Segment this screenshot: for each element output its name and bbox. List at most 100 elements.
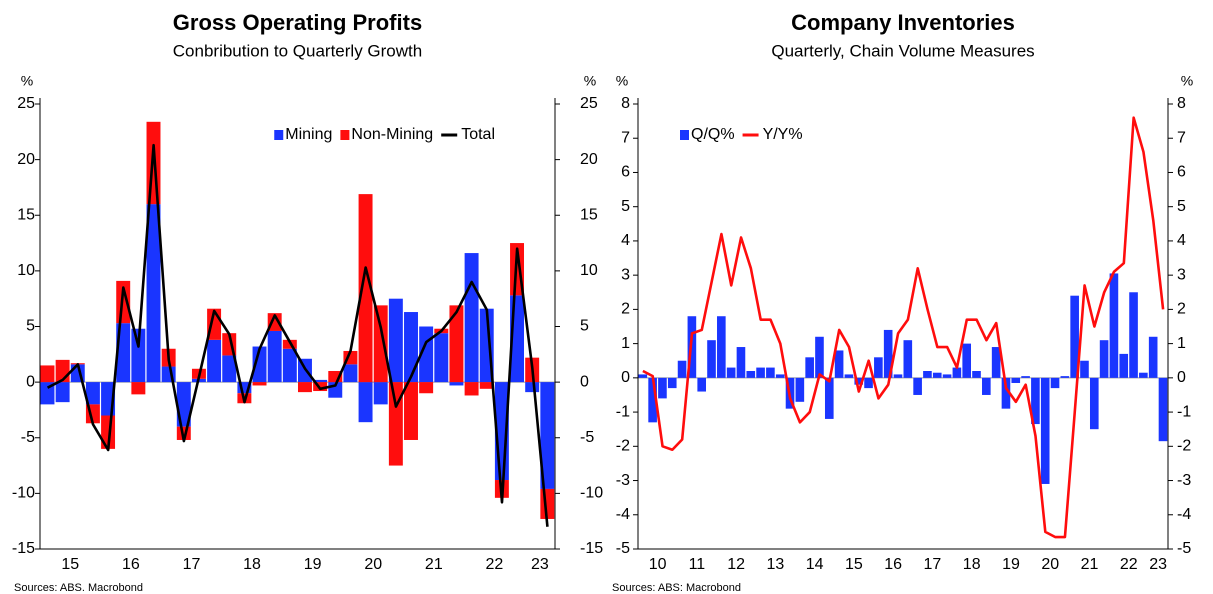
x-tick-label: 17 xyxy=(183,556,201,573)
bar xyxy=(1099,340,1109,378)
x-tick-label: 17 xyxy=(924,556,942,573)
x-tick-label: 10 xyxy=(649,556,667,573)
bar xyxy=(85,382,100,405)
x-tick-label: 16 xyxy=(122,556,140,573)
bar xyxy=(815,336,824,378)
bar xyxy=(388,382,403,466)
bar xyxy=(805,357,814,378)
bar xyxy=(1040,377,1050,484)
y2-axis-label: % xyxy=(584,73,596,89)
bar xyxy=(1050,377,1060,389)
bar xyxy=(40,365,55,383)
y2-tick-label: 7 xyxy=(1177,129,1186,146)
x-tick-label: 19 xyxy=(1002,556,1020,573)
bar xyxy=(1080,360,1089,378)
bar xyxy=(525,382,540,393)
legend-label: Y/Y% xyxy=(763,126,803,143)
y2-tick-label: 0 xyxy=(580,373,589,390)
y-tick-label: -2 xyxy=(616,438,630,455)
bar xyxy=(952,367,962,378)
x-tick-label: 21 xyxy=(425,556,443,573)
y2-tick-label: 25 xyxy=(580,95,598,112)
bar xyxy=(824,377,834,419)
y2-tick-label: -3 xyxy=(1177,472,1191,489)
chart-title: Company Inventories xyxy=(791,10,1015,35)
y-tick-label: -4 xyxy=(616,506,630,523)
x-tick-label: 23 xyxy=(1149,556,1167,573)
bar xyxy=(991,347,1001,378)
bar xyxy=(717,316,726,378)
chart-title: Gross Operating Profits xyxy=(173,10,422,35)
y2-tick-label: 15 xyxy=(580,206,598,223)
x-tick-label: 11 xyxy=(689,556,706,573)
y-tick-label: 8 xyxy=(621,95,630,112)
bar xyxy=(298,382,312,393)
bar xyxy=(40,382,55,405)
bar xyxy=(1001,377,1011,409)
y2-tick-label: 3 xyxy=(1177,266,1186,283)
x-tick-label: 20 xyxy=(1041,556,1059,573)
x-tick-label: 22 xyxy=(486,556,504,573)
y2-tick-label: -5 xyxy=(1177,540,1191,557)
chart-subtitle: Conbribution to Quarterly Growth xyxy=(173,41,422,60)
y2-tick-label: -2 xyxy=(1177,438,1191,455)
y2-tick-label: -1 xyxy=(1177,403,1191,420)
bar xyxy=(404,312,418,383)
bar xyxy=(267,330,282,383)
bar xyxy=(1139,372,1148,378)
bar xyxy=(1089,377,1099,430)
bar xyxy=(540,382,555,489)
bar xyxy=(667,377,677,389)
y-tick-label: 2 xyxy=(621,301,630,318)
x-tick-label: 22 xyxy=(1120,556,1138,573)
bar xyxy=(648,377,657,423)
legend-label: Non-Mining xyxy=(351,126,433,143)
bar xyxy=(746,371,756,378)
bar xyxy=(358,382,373,423)
x-tick-label: 13 xyxy=(767,556,785,573)
y-tick-label: -5 xyxy=(616,540,630,557)
bar xyxy=(55,382,70,403)
y-tick-label: 20 xyxy=(17,151,35,168)
y-tick-label: 7 xyxy=(621,129,630,146)
x-tick-label: 20 xyxy=(364,556,382,573)
bar xyxy=(854,377,864,385)
bar xyxy=(972,371,981,378)
bar xyxy=(373,305,388,383)
bar xyxy=(913,377,922,395)
bar xyxy=(131,382,146,395)
bar xyxy=(434,333,449,383)
bar xyxy=(962,343,972,378)
bar xyxy=(479,382,494,389)
legend-swatch xyxy=(680,130,689,140)
line xyxy=(46,143,549,527)
source: Sources: ABS: Macrobond xyxy=(612,582,741,594)
x-tick-label: 18 xyxy=(963,556,981,573)
y-tick-label: -10 xyxy=(12,485,35,502)
bar xyxy=(864,377,873,389)
y-tick-label: -1 xyxy=(616,403,630,420)
y-tick-label: -15 xyxy=(12,540,35,557)
y2-tick-label: 6 xyxy=(1177,164,1186,181)
bar xyxy=(373,382,388,405)
bar xyxy=(844,374,854,378)
bar xyxy=(677,360,687,378)
x-tick-label: 18 xyxy=(243,556,261,573)
y2-tick-label: -15 xyxy=(580,540,603,557)
bar xyxy=(464,253,479,383)
y-tick-label: 0 xyxy=(621,369,630,386)
bar xyxy=(388,298,403,383)
bar xyxy=(903,340,913,378)
x-tick-label: 14 xyxy=(806,556,824,573)
y-tick-label: -3 xyxy=(616,472,630,489)
y-tick-label: 25 xyxy=(17,95,35,112)
y2-axis-label: % xyxy=(1181,73,1193,89)
x-tick-label: 19 xyxy=(304,556,322,573)
y-tick-label: 10 xyxy=(17,262,35,279)
source: Sources: ABS. Macrobond xyxy=(14,582,143,594)
bar xyxy=(252,346,267,383)
bar xyxy=(1129,292,1138,378)
bar xyxy=(419,382,434,394)
bar xyxy=(923,371,932,378)
